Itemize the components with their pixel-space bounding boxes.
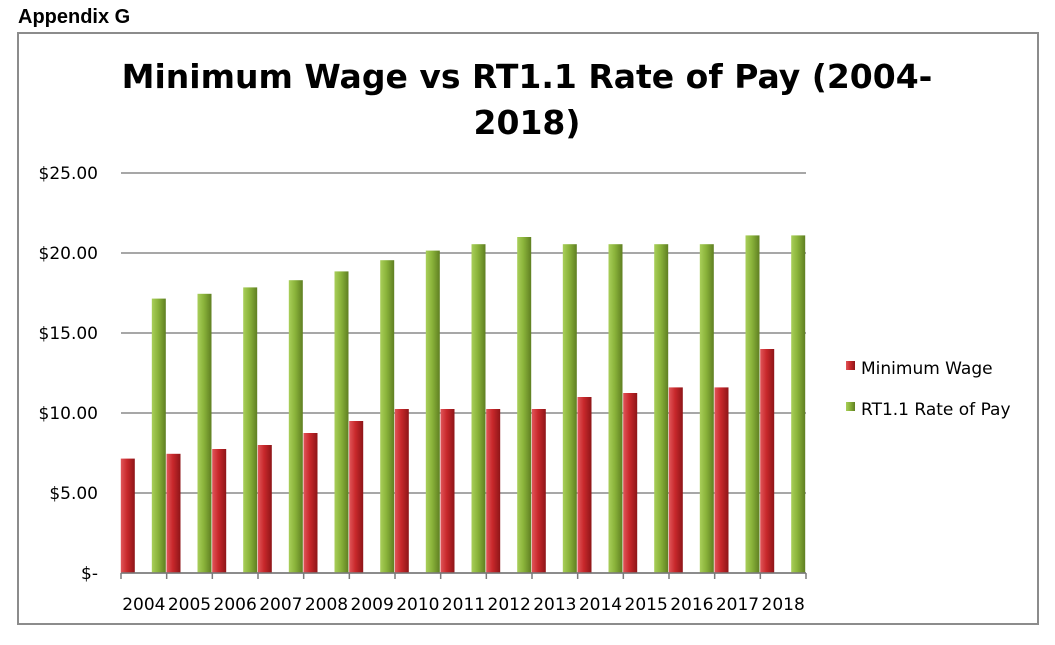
x-tick-label: 2009	[351, 595, 394, 615]
bar-rt1-rate-2012	[517, 237, 532, 573]
bar-minimum-wage-2011	[440, 409, 455, 573]
bar-minimum-wage-2009	[349, 421, 364, 573]
bar-minimum-wage-2014	[577, 397, 592, 573]
x-tick-label: 2013	[533, 595, 576, 615]
y-tick-label: $25.00	[39, 164, 98, 184]
x-tick-label: 2016	[670, 595, 713, 615]
x-axis: 2004 2005 2006 2007 2008 2009 2010 2011 2012 2013…	[120, 572, 807, 615]
bar-minimum-wage-2016	[668, 387, 683, 573]
y-axis-ticks: $- $5.00 $10.00 $15.00 $20.00 $25.00	[39, 164, 98, 584]
bar-minimum-wage-2007	[257, 445, 272, 573]
y-tick-label: $10.00	[39, 404, 98, 424]
bar-minimum-wage-2012	[486, 409, 501, 573]
chart-title-line-2: 2018)	[474, 103, 581, 142]
y-tick-label: $-	[81, 564, 98, 584]
bar-rt1-rate-2017	[745, 235, 760, 573]
bar-rt1-rate-2006	[243, 287, 258, 573]
legend: Minimum Wage RT1.1 Rate of Pay	[846, 359, 1011, 420]
x-tick-label: 2006	[214, 595, 257, 615]
bar-rt1-rate-2016	[699, 244, 714, 573]
x-tick-label: 2005	[168, 595, 211, 615]
x-tick-label: 2010	[396, 595, 439, 615]
y-tick-label: $20.00	[39, 244, 98, 264]
bar-minimum-wage-2006	[212, 449, 227, 573]
bar-rt1-rate-2018	[791, 235, 806, 573]
bar-minimum-wage-2010	[394, 409, 409, 573]
bar-rt1-rate-2011	[471, 244, 486, 573]
bar-rt1-rate-2005	[197, 293, 212, 573]
bar-rt1-rate-2007	[288, 280, 303, 573]
bar-minimum-wage-2004	[120, 458, 135, 573]
bar-minimum-wage-2008	[303, 433, 318, 573]
bar-rt1-rate-2014	[608, 244, 623, 573]
x-tick-label: 2014	[579, 595, 622, 615]
x-tick-label: 2008	[305, 595, 348, 615]
bars	[120, 235, 806, 573]
x-tick-label: 2004	[122, 595, 165, 615]
x-tick-label: 2018	[762, 595, 805, 615]
bar-minimum-wage-2017	[714, 387, 729, 573]
x-tick-label: 2007	[259, 595, 302, 615]
chart-title-line-1: Minimum Wage vs RT1.1 Rate of Pay (2004-	[122, 57, 933, 96]
bar-rt1-rate-2013	[562, 244, 577, 573]
bar-rt1-rate-2004	[151, 298, 166, 573]
x-tick-label: 2015	[625, 595, 668, 615]
legend-swatch-minimum-wage	[846, 361, 855, 370]
y-tick-label: $15.00	[39, 324, 98, 344]
bar-minimum-wage-2018	[760, 349, 775, 573]
bar-minimum-wage-2013	[531, 409, 546, 573]
bar-minimum-wage-2015	[623, 393, 638, 573]
y-tick-label: $5.00	[49, 484, 98, 504]
bar-rt1-rate-2008	[334, 271, 349, 573]
x-tick-label: 2012	[488, 595, 531, 615]
x-tick-label: 2017	[716, 595, 759, 615]
legend-label-minimum-wage: Minimum Wage	[861, 359, 993, 379]
legend-label-rt1-rate: RT1.1 Rate of Pay	[861, 400, 1011, 420]
bar-rt1-rate-2015	[654, 244, 669, 573]
appendix-label: Appendix G	[18, 6, 131, 28]
x-tick-label: 2011	[442, 595, 485, 615]
bar-rt1-rate-2010	[425, 250, 440, 573]
bar-minimum-wage-2005	[166, 453, 181, 573]
legend-swatch-rt1-rate	[846, 402, 855, 411]
bar-rt1-rate-2009	[380, 260, 395, 573]
